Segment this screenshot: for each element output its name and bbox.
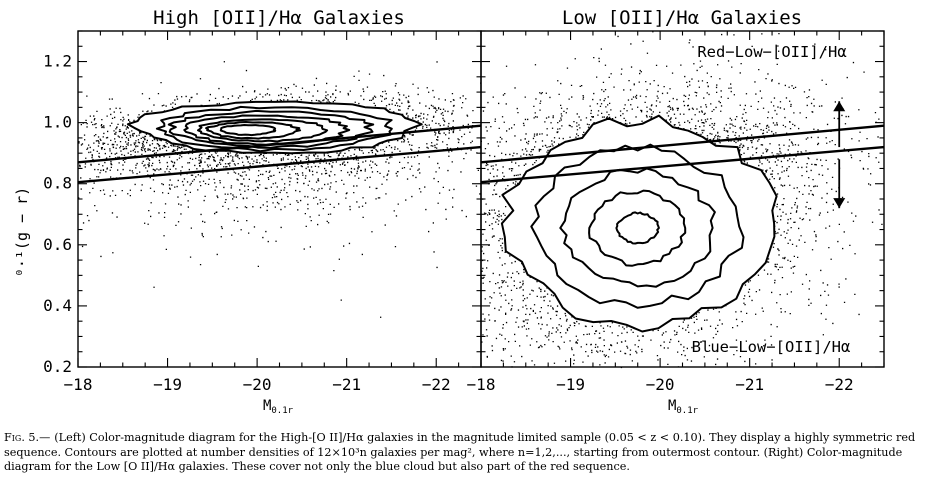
x-axis-label-sub-right: 0.1r [676, 406, 698, 416]
x-axis-label-main-right: M [668, 398, 676, 414]
contours-left [126, 100, 423, 155]
y-tick-label: 0.2 [43, 357, 72, 376]
caption-text: (Left) Color-magnitude diagram for the H… [4, 431, 916, 473]
x-axis-label-left: M0.1r [263, 398, 294, 416]
x-tick-label: −19 [153, 375, 182, 394]
contour-right-3 [559, 167, 716, 288]
panel-right: −18 −19 −20 −21 −22 Low [OII]/Hα Galaxies Re… [467, 7, 885, 394]
contour-left-2 [155, 105, 393, 153]
y-tick-label: 1.0 [43, 113, 72, 132]
divider-line-left-2 [77, 145, 482, 184]
contour-right-1 [500, 114, 778, 333]
x-axis-label-main: M [263, 398, 271, 414]
divider-line-right-2 [480, 145, 885, 184]
annotation-red-low: Red−Low−[OII]/Hα [697, 43, 846, 61]
contour-right-4 [588, 189, 687, 267]
contour-right-5 [615, 211, 660, 245]
x-tick-label: −20 [243, 375, 272, 394]
chart-title-left: High [OII]/Hα Galaxies [153, 7, 405, 29]
arrows-right [833, 101, 846, 209]
divider-line-right-1 [480, 124, 885, 164]
arrow-head-1 [833, 101, 846, 112]
contour-left-5 [197, 118, 329, 143]
y-tick-label: 0.4 [43, 296, 72, 315]
ticks-left: −18 −19 −20 −21 −22 0.2 0.4 0.6 0.8 1.0 1.2 [43, 30, 482, 394]
caption-lead: Fig. 5.— [4, 431, 51, 444]
scatter-points-left [78, 61, 482, 318]
ticks-right: −18 −19 −20 −21 −22 [467, 30, 885, 394]
contour-right-2 [530, 143, 745, 309]
contour-left-4 [183, 114, 351, 146]
x-tick-label: −21 [735, 375, 764, 394]
arrow-head-2 [833, 198, 846, 209]
divider-line-left-1 [77, 124, 482, 164]
y-tick-label: 0.6 [43, 235, 72, 254]
chart-title-right: Low [OII]/Hα Galaxies [562, 7, 802, 29]
divider-lines-left [77, 124, 482, 184]
contours-right [500, 114, 778, 333]
x-tick-label: −22 [422, 375, 451, 394]
plot-frame-left [77, 30, 482, 368]
y-tick-label: 0.8 [43, 174, 72, 193]
y-axis-label: ⁰·¹(g − r) [13, 187, 31, 277]
annotation-blue-low: Blue−Low−[OII]/Hα [692, 338, 851, 356]
y-tick-label: 1.2 [43, 52, 72, 71]
contour-left-7 [219, 124, 277, 137]
x-tick-label: −18 [467, 375, 496, 394]
x-tick-label: −19 [556, 375, 585, 394]
figure-caption: Fig. 5.— (Left) Color-magnitude diagram f… [4, 431, 926, 475]
x-axis-label-sub: 0.1r [271, 406, 293, 416]
x-tick-label: −18 [64, 375, 93, 394]
x-tick-label: −22 [825, 375, 854, 394]
contour-left-3 [167, 109, 375, 149]
figure: −18 −19 −20 −21 −22 0.2 0.4 0.6 0.8 1.0 1.2 High [… [13, 7, 885, 416]
scatter-dots-left [78, 61, 482, 318]
x-tick-label: −21 [332, 375, 361, 394]
x-tick-label: −20 [646, 375, 675, 394]
x-axis-label-right: M0.1r [668, 398, 699, 416]
contour-left-6 [205, 121, 302, 140]
panel-left: −18 −19 −20 −21 −22 0.2 0.4 0.6 0.8 1.0 1.2 High [… [43, 7, 482, 394]
divider-lines-right [480, 124, 885, 184]
